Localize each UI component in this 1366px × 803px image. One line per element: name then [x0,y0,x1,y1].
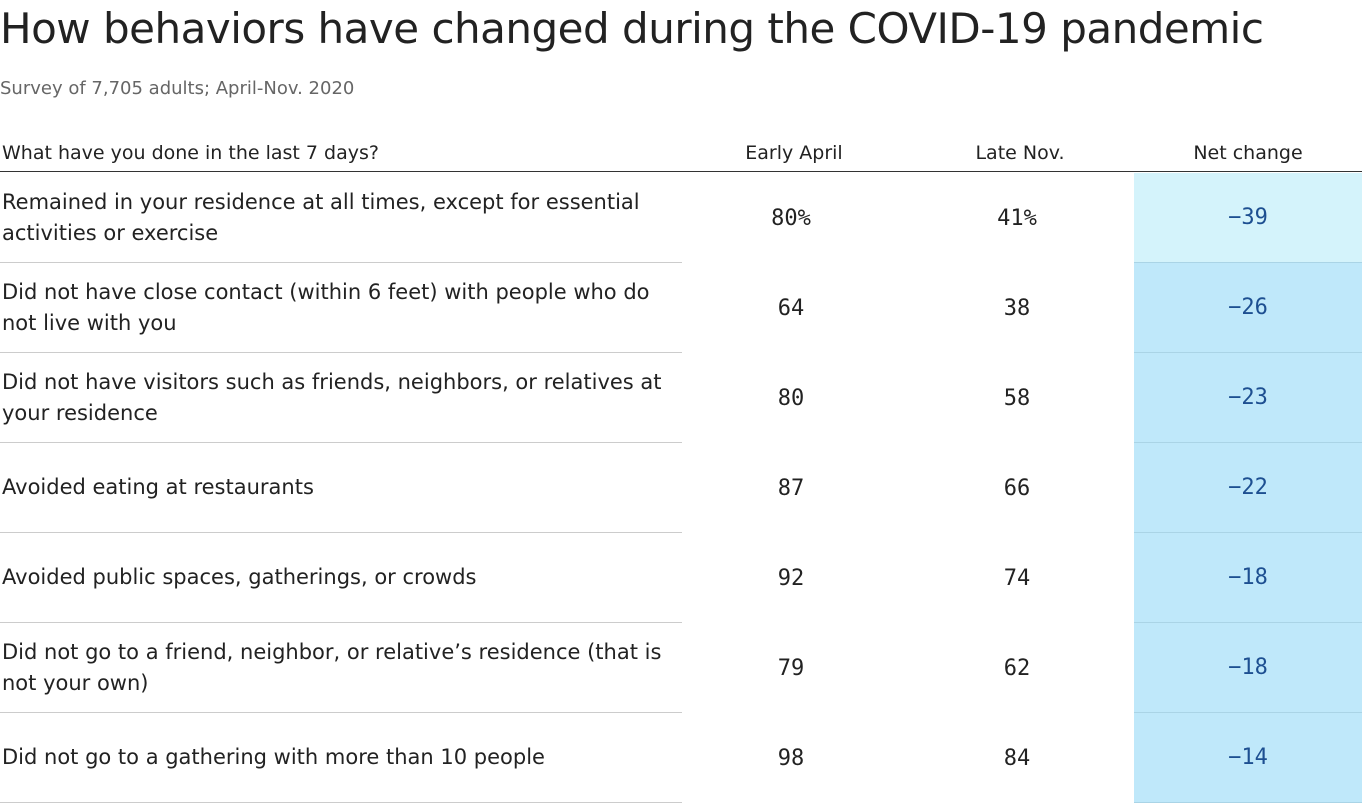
early-april-value: 80 [777,385,805,411]
header-rule [0,171,1362,172]
row-label: Avoided public spaces, gatherings, or cr… [0,533,682,623]
early-april-value: 64 [777,295,805,321]
early-april-value: 92 [777,565,805,591]
net-change-value: −22 [1134,443,1362,533]
row-label: Did not have close contact (within 6 fee… [0,263,682,353]
net-change-value: −18 [1134,533,1362,623]
net-change-value: −18 [1134,623,1362,713]
column-header: Early April [745,142,843,164]
title: How behaviors have changed during the CO… [0,4,1264,53]
late-nov-value: 38 [1003,295,1031,321]
late-nov-value: 58 [1003,385,1031,411]
late-nov-value: 41% [997,205,1037,231]
net-change-value: −39 [1134,173,1362,263]
early-april-value: 80% [771,205,811,231]
column-header: What have you done in the last 7 days? [2,142,379,164]
row-label: Avoided eating at restaurants [0,443,682,533]
net-change-value: −26 [1134,263,1362,353]
early-april-value: 98 [777,745,805,771]
subtitle: Survey of 7,705 adults; April-Nov. 2020 [0,78,355,99]
page: How behaviors have changed during the CO… [0,4,1362,803]
row-label: Did not go to a friend, neighbor, or rel… [0,623,682,713]
row-label: Did not go to a gathering with more than… [0,713,682,803]
late-nov-value: 66 [1003,475,1031,501]
net-change-value: −23 [1134,353,1362,443]
late-nov-value: 84 [1003,745,1031,771]
late-nov-value: 74 [1003,565,1031,591]
early-april-value: 87 [777,475,805,501]
late-nov-value: 62 [1003,655,1031,681]
row-label: Did not have visitors such as friends, n… [0,353,682,443]
column-header: Net change [1193,142,1303,164]
net-change-value: −14 [1134,713,1362,803]
row-label: Remained in your residence at all times,… [0,173,682,263]
column-header: Late Nov. [975,142,1065,164]
early-april-value: 79 [777,655,805,681]
